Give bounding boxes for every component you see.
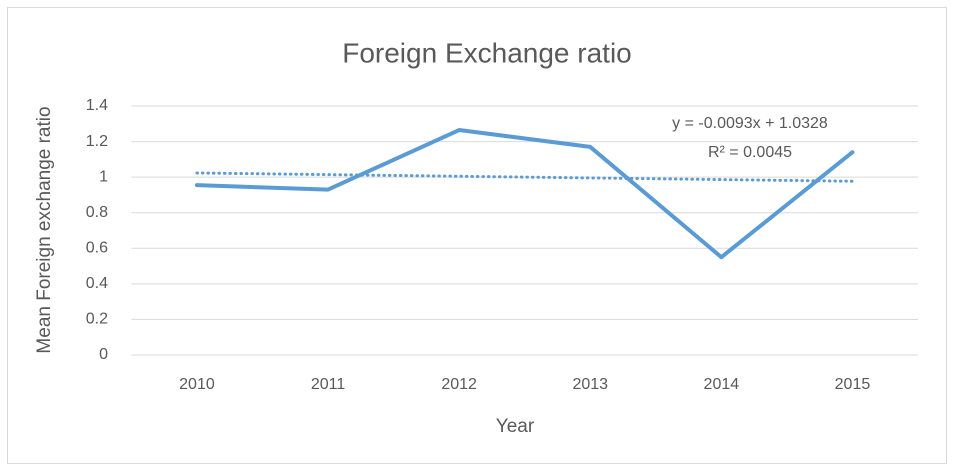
y-tick-label: 0.2 bbox=[86, 311, 108, 328]
chart-border bbox=[7, 7, 947, 464]
y-tick-label: 0 bbox=[99, 346, 108, 363]
data-line bbox=[194, 128, 855, 260]
x-axis-label: Year bbox=[496, 416, 535, 437]
y-axis-label: Mean Foreign exchange ratio bbox=[34, 106, 55, 353]
x-tick-label: 2011 bbox=[311, 376, 346, 393]
x-tick-label: 2013 bbox=[572, 376, 608, 393]
y-tick-label: 1.2 bbox=[86, 133, 108, 150]
trendline-equation: y = -0.0093x + 1.0328 bbox=[672, 115, 828, 132]
y-tick-label: 0.8 bbox=[86, 204, 108, 221]
y-tick-label: 0.4 bbox=[86, 275, 108, 292]
chart-title: Foreign Exchange ratio bbox=[342, 37, 632, 68]
trendline-r-squared: R² = 0.0045 bbox=[708, 144, 792, 161]
trendline bbox=[195, 171, 854, 183]
x-tick-label: 2012 bbox=[441, 376, 477, 393]
x-tick-label: 2010 bbox=[179, 376, 215, 393]
y-tick-label: 0.6 bbox=[86, 240, 108, 257]
x-tick-label: 2015 bbox=[835, 376, 871, 393]
y-tick-label: 1 bbox=[99, 168, 108, 185]
y-tick-label: 1.4 bbox=[86, 97, 108, 114]
x-tick-label: 2014 bbox=[704, 376, 740, 393]
